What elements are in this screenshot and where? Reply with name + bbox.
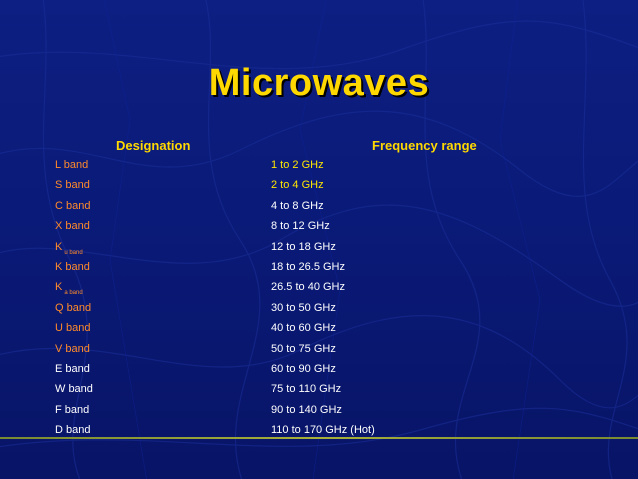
band-designation: U band: [55, 322, 90, 334]
frequency-range: 110 to 170 GHz (Hot): [271, 424, 375, 437]
band-subscript: a band: [64, 290, 83, 297]
band-designation: E band: [55, 363, 90, 375]
band-name: V band: [55, 342, 90, 355]
band-name: U band: [55, 322, 91, 335]
band-name: X band: [55, 220, 90, 233]
frequency-range: 18 to 26.5 GHz: [271, 261, 345, 273]
table-row: K band 18 to 26.5 GHz: [0, 261, 638, 281]
table-row: W band 75 to 110 GHz: [0, 383, 638, 403]
band-designation: X band: [55, 220, 90, 232]
table-row: U band 40 to 60 GHz: [0, 322, 638, 342]
frequency-range: 1 to 2 GHz: [271, 159, 324, 171]
band-name: S band: [55, 179, 90, 192]
band-name: F band: [55, 403, 90, 416]
band-name: D band: [55, 424, 91, 437]
frequency-range: 26.5 to 40 GHz: [271, 281, 345, 294]
frequency-range: 60 to 90 GHz: [271, 363, 336, 375]
column-header-designation: Designation: [116, 138, 191, 153]
table-row: Q band 30 to 50 GHz: [0, 302, 638, 322]
band-name: K: [55, 281, 63, 294]
band-designation: F band: [55, 404, 89, 416]
band-designation: V band: [55, 343, 90, 355]
frequency-range: 50 to 75 GHz: [271, 342, 336, 355]
table-row: E band 60 to 90 GHz: [0, 363, 638, 383]
slide-title: Microwaves: [208, 62, 430, 104]
table-row: F band 90 to 140 GHz: [0, 404, 638, 424]
band-designation: C band: [55, 200, 90, 212]
table-row: D band 110 to 170 GHz (Hot): [0, 424, 638, 444]
band-designation: W band: [55, 383, 93, 395]
band-name: K band: [55, 261, 90, 273]
frequency-range: 8 to 12 GHz: [271, 220, 330, 233]
band-name: K: [55, 240, 63, 253]
band-designation: L band: [55, 159, 88, 171]
bottom-divider: [0, 437, 638, 439]
band-name: E band: [55, 363, 90, 375]
band-designation: Q band: [55, 302, 91, 314]
frequency-range: 12 to 18 GHz: [271, 240, 336, 253]
band-subscript: u band: [64, 249, 83, 256]
table-row: L band 1 to 2 GHz: [0, 159, 638, 179]
frequency-range: 4 to 8 GHz: [271, 199, 324, 212]
frequency-range: 75 to 110 GHz: [271, 383, 342, 396]
frequency-range: 2 to 4 GHz: [271, 179, 324, 192]
frequency-range: 30 to 50 GHz: [271, 301, 336, 314]
band-designation: S band: [55, 179, 90, 191]
column-header-frequency: Frequency range: [372, 138, 477, 153]
band-name: Q band: [55, 301, 92, 314]
table-row: X band 8 to 12 GHz: [0, 220, 638, 240]
table-row: S band 2 to 4 GHz: [0, 179, 638, 199]
band-name: L band: [55, 159, 89, 171]
table-row: V band 50 to 75 GHz: [0, 343, 638, 363]
band-name: W band: [55, 383, 93, 396]
table-row: C band 4 to 8 GHz: [0, 200, 638, 220]
frequency-range: 40 to 60 GHz: [271, 322, 336, 335]
frequency-range: 90 to 140 GHz: [271, 403, 342, 416]
band-designation: D band: [55, 424, 90, 436]
band-designation: K band: [55, 261, 90, 273]
band-name: C band: [55, 199, 91, 212]
